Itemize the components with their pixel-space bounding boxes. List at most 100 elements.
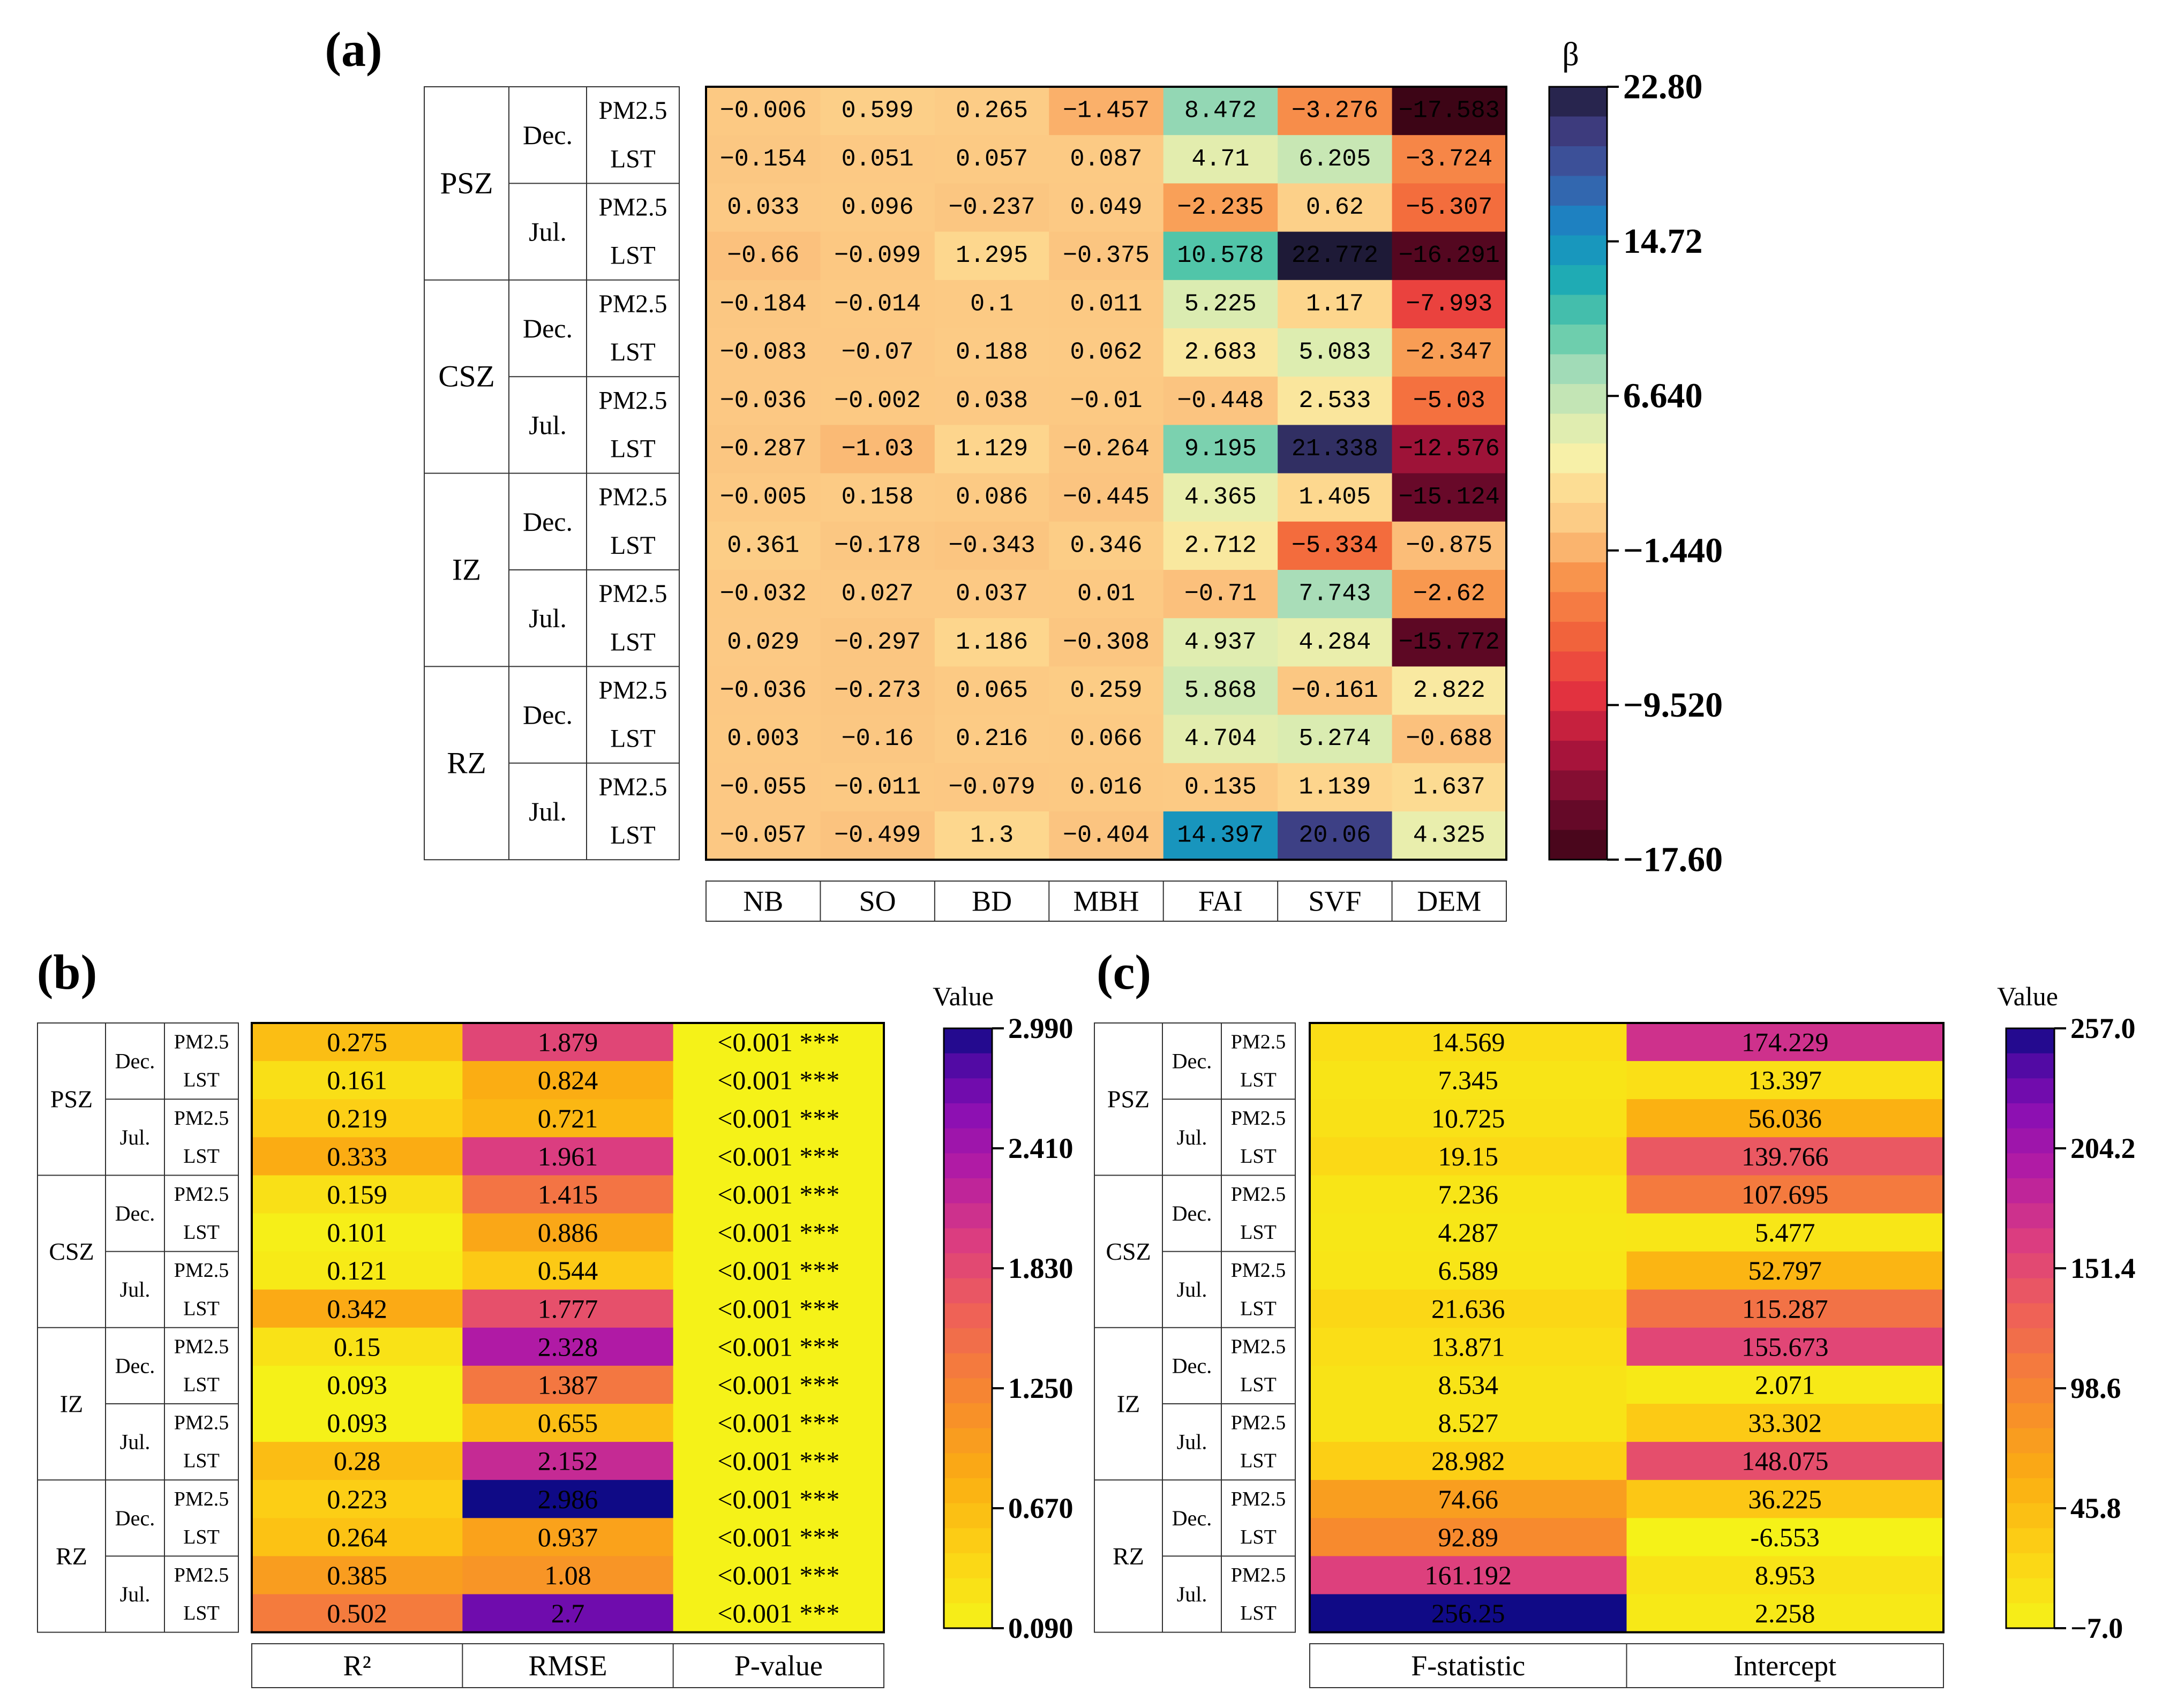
heatmap-cell (934, 377, 1049, 425)
cell-value: 0.1 (970, 290, 1014, 318)
pollutant-label: PM2.5 (598, 97, 667, 125)
column-label: R² (343, 1650, 371, 1682)
heatmap-cell (1310, 1023, 1627, 1062)
cell-value: −0.688 (1406, 725, 1492, 753)
heatmap-cell (1278, 280, 1393, 329)
heatmap-cell (820, 377, 935, 425)
pollutant-label: PM2.5 (598, 387, 667, 415)
heatmap-cell (1310, 1251, 1627, 1290)
cell-value: 0.027 (842, 581, 914, 608)
cell-value: 148.075 (1741, 1446, 1829, 1476)
cell-value: 14.397 (1177, 822, 1264, 849)
pollutant-label: LST (183, 1069, 220, 1092)
colorbar-segment (944, 1153, 992, 1179)
heatmap-cell (1278, 425, 1393, 474)
heatmap-cell (1392, 328, 1507, 377)
cell-value: −0.297 (834, 629, 921, 656)
cell-value: 0.502 (327, 1598, 387, 1628)
heatmap-cell (1163, 666, 1278, 716)
cell-value: −0.375 (1063, 242, 1150, 269)
colorbar-segment (2006, 1228, 2054, 1254)
colorbar-segment (2006, 1178, 2054, 1204)
heatmap-cell (934, 328, 1049, 377)
colorbar-segment (2006, 1028, 2054, 1054)
colorbar-segment (944, 1178, 992, 1204)
cell-value: 0.15 (334, 1331, 381, 1361)
heatmap-cell (820, 811, 935, 860)
colorbar-segment (1549, 800, 1607, 831)
heatmap-cell (1626, 1480, 1944, 1518)
heatmap-cell (706, 280, 821, 329)
cell-value: <0.001 *** (717, 1103, 839, 1133)
cell-value: <0.001 *** (717, 1217, 839, 1247)
cell-value: −17.583 (1399, 97, 1500, 125)
heatmap-cell (1278, 714, 1393, 764)
cell-value: 56.036 (1748, 1103, 1822, 1133)
heatmap-cell (934, 618, 1049, 667)
colorbar-segment (1549, 87, 1607, 117)
cell-value: 0.062 (1070, 339, 1142, 366)
heatmap-cell (673, 1099, 884, 1138)
colorbar-segment (944, 1603, 992, 1629)
colorbar-segment (944, 1028, 992, 1054)
month-label: Dec. (1172, 1506, 1212, 1530)
cell-value: 0.029 (727, 629, 799, 656)
colorbar-tick-label: −17.60 (1623, 840, 1723, 879)
heatmap-cell (820, 763, 935, 812)
colorbar-frame (943, 1027, 993, 1629)
cell-value: 6.205 (1298, 146, 1371, 173)
colorbar-segment (944, 1128, 992, 1154)
cell-value: −3.724 (1406, 146, 1492, 173)
cell-value: 28.982 (1431, 1446, 1505, 1476)
cell-value: 8.953 (1755, 1560, 1815, 1590)
heatmap-cell (673, 1061, 884, 1100)
colorbar-segment (944, 1553, 992, 1579)
heatmap-cell (1310, 1442, 1627, 1480)
heatmap-cell (1163, 763, 1278, 812)
cell-value: 2.152 (538, 1446, 598, 1476)
cell-value: 9.195 (1184, 435, 1257, 463)
heatmap-cell (252, 1099, 463, 1138)
cell-value: −0.308 (1063, 629, 1150, 656)
cell-value: 10.725 (1431, 1103, 1505, 1133)
heatmap-cell (673, 1137, 884, 1176)
heatmap-cell (1049, 521, 1164, 570)
cell-value: 7.345 (1438, 1065, 1499, 1095)
heatmap-cell (462, 1442, 674, 1480)
cell-value: 0.065 (956, 677, 1028, 704)
pollutant-label: LST (1240, 1602, 1277, 1624)
month-label: Jul. (1177, 1582, 1207, 1606)
heatmap-cell (706, 473, 821, 522)
colorbar-tick-label: 45.8 (2070, 1492, 2121, 1524)
cell-value: 0.937 (538, 1522, 598, 1552)
heatmap-cell (462, 1556, 674, 1594)
cell-value: −0.014 (834, 290, 921, 318)
pollutant-label: LST (610, 532, 655, 560)
heatmap-cell (462, 1175, 674, 1214)
cell-value: 174.229 (1741, 1027, 1829, 1057)
heatmap-cell (820, 473, 935, 522)
heatmap-cell (462, 1518, 674, 1556)
colorbar-segment (1549, 176, 1607, 206)
heatmap-cell (934, 763, 1049, 812)
cell-value: −0.404 (1063, 822, 1150, 849)
heatmap-cell (820, 425, 935, 474)
cell-value: 5.274 (1298, 725, 1371, 753)
cell-value: −0.055 (720, 773, 807, 801)
cell-value: −0.161 (1292, 677, 1378, 704)
pollutant-label: PM2.5 (174, 1107, 229, 1130)
heatmap-b (251, 1022, 885, 1634)
heatmap-cell (252, 1594, 463, 1633)
month-label: Jul. (120, 1125, 151, 1149)
column-label: SO (859, 885, 896, 917)
cell-value: 4.71 (1191, 146, 1249, 173)
cell-value: 0.599 (842, 97, 914, 125)
cell-value: 36.225 (1748, 1484, 1822, 1514)
cell-value: 1.387 (538, 1370, 598, 1399)
heatmap-cell (1626, 1327, 1944, 1366)
heatmap-cell (820, 618, 935, 667)
column-label: DEM (1417, 885, 1481, 917)
heatmap-cell (462, 1251, 674, 1290)
cell-value: −1.03 (842, 435, 914, 463)
heatmap-cell (1392, 280, 1507, 329)
